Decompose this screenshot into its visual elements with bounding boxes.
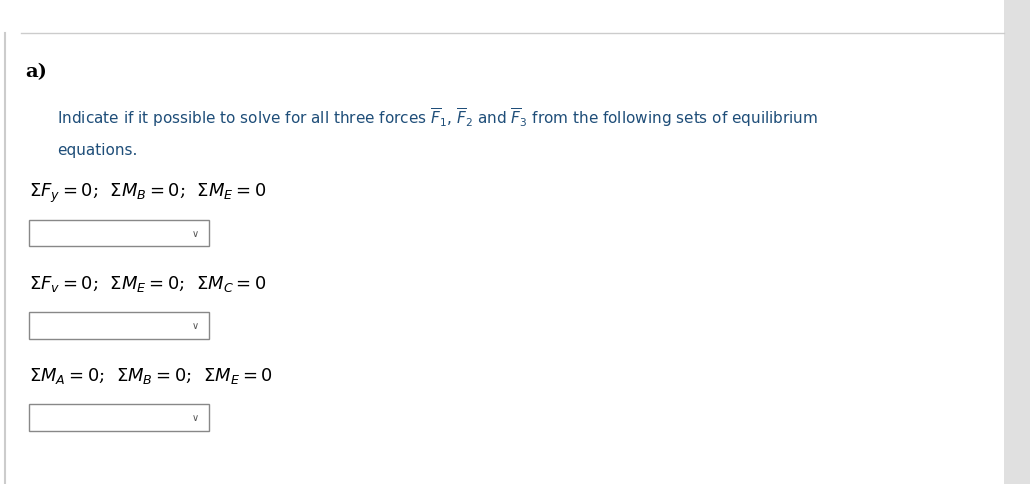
Text: $\Sigma M_A = 0$;  $\Sigma M_B = 0$;  $\Sigma M_E = 0$: $\Sigma M_A = 0$; $\Sigma M_B = 0$; $\Si… bbox=[29, 365, 273, 385]
FancyBboxPatch shape bbox=[29, 312, 209, 339]
Text: $\Sigma F_v = 0$;  $\Sigma M_E = 0$;  $\Sigma M_C = 0$: $\Sigma F_v = 0$; $\Sigma M_E = 0$; $\Si… bbox=[29, 273, 267, 293]
Text: ∨: ∨ bbox=[193, 320, 199, 331]
Text: equations.: equations. bbox=[57, 143, 137, 158]
Text: ∨: ∨ bbox=[193, 412, 199, 423]
Text: Indicate if it possible to solve for all three forces $\overline{F}_1$, $\overli: Indicate if it possible to solve for all… bbox=[57, 106, 818, 129]
FancyBboxPatch shape bbox=[29, 220, 209, 247]
Text: $\Sigma F_y = 0$;  $\Sigma M_B = 0$;  $\Sigma M_E = 0$: $\Sigma F_y = 0$; $\Sigma M_B = 0$; $\Si… bbox=[29, 182, 266, 205]
FancyBboxPatch shape bbox=[29, 404, 209, 431]
Text: a): a) bbox=[26, 63, 47, 81]
Text: ∨: ∨ bbox=[193, 228, 199, 239]
